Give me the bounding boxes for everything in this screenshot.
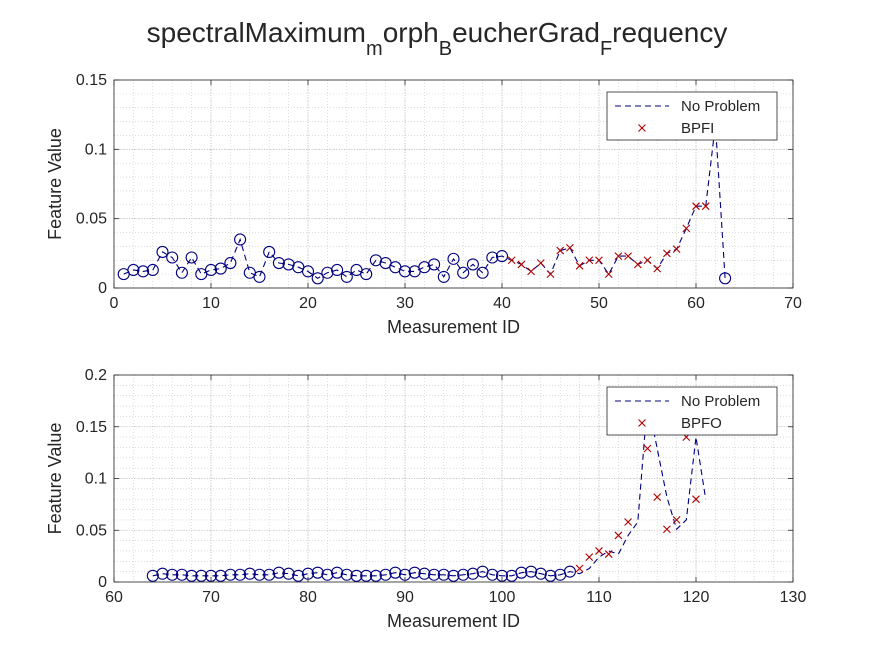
bottom-xlabel: Measurement ID [387,611,520,631]
bottom-ytick-label: 0.2 [85,367,107,384]
top-xtick-label: 20 [299,295,317,312]
bottom-ytick-label: 0.15 [76,419,107,436]
top-ytick-label: 0.05 [76,211,107,228]
top-xlabel: Measurement ID [387,317,520,337]
bottom-xtick-label: 100 [489,589,516,606]
top-ytick-label: 0.1 [85,141,107,158]
top-xtick-label: 50 [590,295,608,312]
bottom-ytick-label: 0 [98,574,107,591]
top-legend: No Problem BPFI [607,92,777,140]
top-xtick-label: 0 [110,295,119,312]
top-xtick-label: 70 [784,295,802,312]
bottom-xtick-label: 130 [780,589,807,606]
top-ytick-label: 0 [98,280,107,297]
bottom-xtick-label: 60 [105,589,123,606]
top-ylabel: Feature Value [45,128,65,240]
bottom-ytick-label: 0.05 [76,522,107,539]
top-ytick-label: 0.15 [76,72,107,89]
bottom-ytick-label: 0.1 [85,471,107,488]
top-xtick-label: 30 [396,295,414,312]
bottom-xtick-label: 90 [396,589,414,606]
bottom-xtick-label: 110 [586,589,612,606]
top-legend-label-1: No Problem [681,98,760,115]
bottom-legend-label-2: BPFO [681,415,722,432]
bottom-ylabel: Feature Value [45,423,65,535]
bottom-xtick-label: 70 [202,589,220,606]
top-xtick-label: 40 [493,295,511,312]
bottom-legend: No Problem BPFO [607,387,777,435]
top-xtick-label: 60 [687,295,705,312]
bottom-legend-label-1: No Problem [681,393,760,410]
top-xtick-label: 10 [202,295,220,312]
top-legend-label-2: BPFI [681,120,714,137]
bottom-xtick-label: 120 [683,589,710,606]
bottom-xtick-label: 80 [299,589,317,606]
